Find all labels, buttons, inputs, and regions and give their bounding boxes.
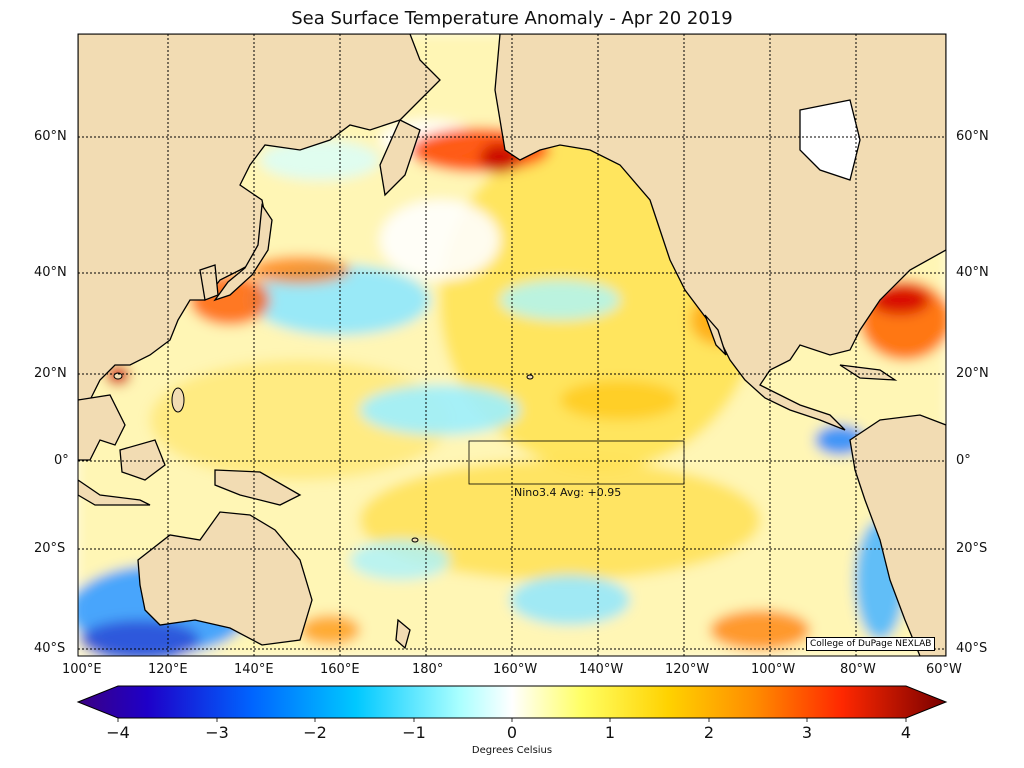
map-panel	[78, 34, 946, 656]
island-hawaii	[526, 374, 534, 380]
lon-label: 100°W	[751, 662, 796, 677]
map-frame	[77, 33, 947, 657]
colorbar-tick-label: −4	[106, 723, 130, 742]
land-korea	[199, 264, 219, 301]
colorbar-units-label: Degrees Celsius	[471, 745, 553, 756]
nino34-average-label: Nino3.4 Avg: +0.95	[514, 486, 622, 499]
land-borneo	[119, 439, 166, 481]
lat-label-right: 40°N	[956, 265, 989, 280]
lon-label: 160°W	[493, 662, 538, 677]
lon-label: 100°E	[62, 662, 102, 677]
colorbar-tick-label: 0	[506, 723, 518, 742]
colorbar-tick-label: −1	[402, 723, 426, 742]
land-cuba	[839, 364, 898, 381]
lat-label-left: 0°	[54, 453, 69, 468]
lat-label-right: 0°	[956, 453, 971, 468]
colorbar-ticks	[117, 718, 907, 722]
islands-layer	[113, 372, 534, 543]
lat-label-right: 60°N	[956, 129, 989, 144]
landmass-layer	[78, 34, 946, 656]
colorbar-tick-label: 2	[703, 723, 715, 742]
land-hudson-bay	[799, 99, 861, 181]
land-new-guinea	[214, 469, 302, 506]
colorbar-tick-label: −3	[205, 723, 229, 742]
lat-label-left: 40°S	[34, 641, 66, 656]
lon-label: 120°W	[665, 662, 710, 677]
land-new-zealand	[395, 618, 411, 650]
graticule	[78, 34, 946, 656]
land-indochina	[78, 394, 126, 461]
colorbar-tick-label: 1	[604, 723, 616, 742]
colorbar-tick-label: 4	[900, 723, 912, 742]
lon-label: 140°E	[234, 662, 274, 677]
colorbar-tick-label: −2	[303, 723, 327, 742]
lat-label-left: 20°N	[34, 366, 67, 381]
map-title: Sea Surface Temperature Anomaly - Apr 20…	[291, 8, 733, 29]
land-japan	[213, 203, 273, 302]
land-australia	[137, 511, 313, 646]
lon-label: 60°W	[926, 662, 962, 677]
island-fiji	[411, 537, 419, 543]
lon-label: 180°	[412, 662, 444, 677]
lat-label-left: 60°N	[34, 129, 67, 144]
lat-label-left: 20°S	[34, 541, 66, 556]
lon-label: 80°W	[840, 662, 876, 677]
colorbar	[76, 685, 948, 722]
lon-label: 120°E	[148, 662, 188, 677]
lat-label-right: 20°S	[956, 541, 988, 556]
land-java	[78, 479, 151, 506]
lat-label-right: 20°N	[956, 366, 989, 381]
island-philippines	[171, 387, 185, 413]
colorbar-body	[76, 685, 948, 719]
land-baja	[704, 314, 727, 356]
lon-label: 140°W	[579, 662, 624, 677]
lon-label: 160°E	[320, 662, 360, 677]
land-kamchatka	[379, 119, 421, 197]
lat-label-left: 40°N	[34, 265, 67, 280]
colorbar-tick-label: 3	[801, 723, 813, 742]
credit-label: College of DuPage NEXLAB	[806, 637, 936, 651]
lat-label-right: 40°S	[956, 641, 988, 656]
